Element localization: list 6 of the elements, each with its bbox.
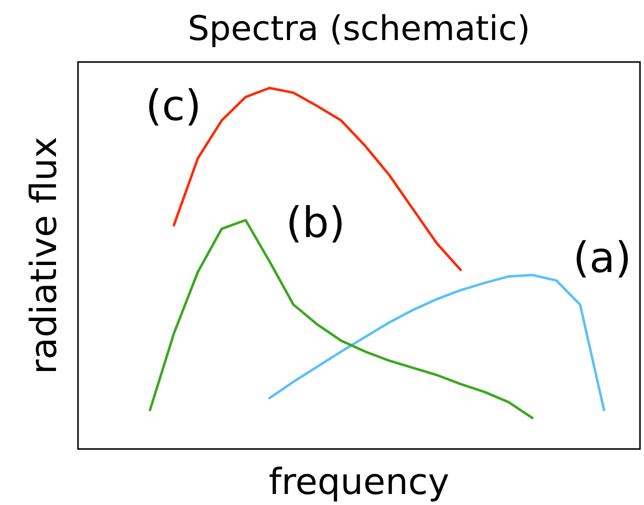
x-axis-title: frequency (268, 462, 450, 503)
series-label: (b) (286, 198, 346, 248)
chart-title: Spectra (schematic) (188, 9, 530, 49)
series-label: (a) (573, 233, 632, 282)
series-label: (c) (146, 81, 202, 130)
y-axis-title: radiative flux (24, 136, 65, 374)
